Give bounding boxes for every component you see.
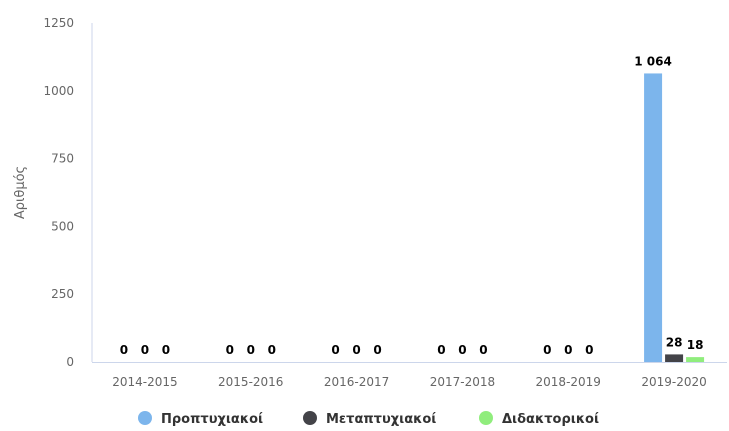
y-axis-ticks: 0 250 500 750 1000 1250: [43, 16, 727, 369]
legend-item[interactable]: Διδακτορικοί: [479, 411, 599, 427]
x-tick-label: 2014-2015: [112, 375, 177, 389]
data-label: 1 064: [634, 54, 672, 68]
y-tick-label: 250: [51, 287, 74, 301]
y-tick-label: 750: [51, 152, 74, 166]
y-tick-label: 1000: [43, 84, 74, 98]
data-label: 0: [141, 343, 149, 357]
data-label: 0: [162, 343, 170, 357]
x-tick-label: 2016-2017: [324, 375, 389, 389]
legend-label: Μεταπτυχιακοί: [326, 412, 436, 427]
data-label: 0: [247, 343, 255, 357]
x-tick-label: 2015-2016: [218, 375, 283, 389]
data-label: 28: [666, 335, 683, 349]
data-label: 0: [352, 343, 360, 357]
x-tick-label: 2017-2018: [430, 375, 495, 389]
data-label: 0: [226, 343, 234, 357]
bar: [644, 73, 663, 362]
y-tick-label: 500: [51, 219, 74, 233]
bar: [665, 354, 684, 362]
legend-item[interactable]: Μεταπτυχιακοί: [303, 411, 436, 427]
legend-marker: [138, 411, 152, 425]
x-tick-label: 2018-2019: [536, 375, 601, 389]
data-label: 0: [479, 343, 487, 357]
y-axis-title: Αριθμός: [13, 166, 28, 219]
y-tick-label: 0: [66, 355, 74, 369]
legend: Προπτυχιακοί Μεταπτυχιακοί Διδακτορικοί: [138, 411, 599, 427]
legend-item[interactable]: Προπτυχιακοί: [138, 411, 263, 427]
legend-marker: [303, 411, 317, 425]
data-label: 0: [585, 343, 593, 357]
data-label: 0: [543, 343, 551, 357]
data-label: 0: [458, 343, 466, 357]
legend-marker: [479, 411, 493, 425]
data-label: 0: [373, 343, 381, 357]
data-label: 0: [564, 343, 572, 357]
legend-label: Προπτυχιακοί: [161, 412, 263, 427]
bar: [686, 357, 705, 362]
data-label: 0: [120, 343, 128, 357]
x-axis-ticks: 2014-2015 2015-2016 2016-2017 2017-2018 2018…: [112, 375, 707, 389]
bars: [644, 73, 705, 362]
x-tick-label: 2019-2020: [641, 375, 706, 389]
data-label: 18: [687, 338, 704, 352]
data-label: 0: [437, 343, 445, 357]
y-tick-label: 1250: [43, 16, 74, 30]
data-label: 0: [331, 343, 339, 357]
data-label: 0: [268, 343, 276, 357]
legend-label: Διδακτορικοί: [502, 412, 599, 427]
